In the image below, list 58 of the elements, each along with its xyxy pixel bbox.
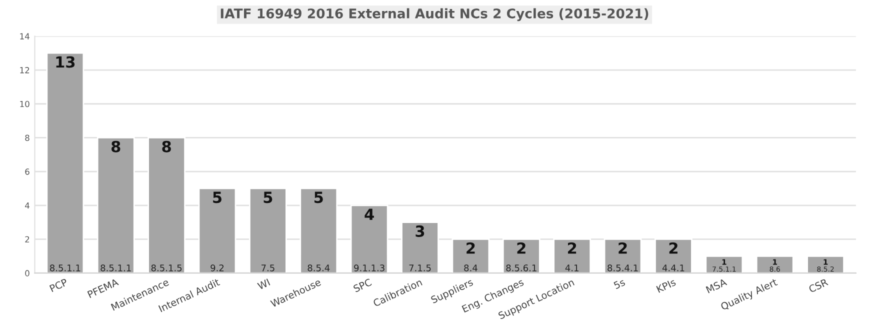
bar [350, 204, 388, 274]
bar [300, 188, 338, 274]
y-tick-label: 12 [20, 67, 30, 74]
annotation: 4.1 [565, 264, 578, 272]
data-label: 3 [416, 225, 424, 237]
annotation: 8.5.4 [308, 264, 330, 272]
bar [654, 238, 692, 274]
data-label: 8 [162, 140, 171, 152]
y-tick-label: 0 [25, 270, 30, 276]
data-label: 5 [213, 192, 222, 204]
annotation: 8.5.4.1 [608, 264, 638, 272]
bar [46, 52, 84, 274]
annotation: 8.5.1.5 [151, 264, 182, 272]
annotation: 7.5 [262, 264, 274, 272]
annotation: 8.5.1.1 [100, 264, 131, 272]
data-label: 2 [466, 242, 475, 254]
bar [806, 255, 844, 274]
x-tick-label: MSA [706, 278, 728, 294]
y-tick-label: 8 [25, 134, 30, 141]
y-tick-label: 2 [25, 236, 30, 242]
bar [502, 238, 540, 274]
data-label: 2 [517, 242, 526, 254]
y-tick-label: 4 [25, 202, 30, 209]
x-tick-label: PCP [49, 278, 68, 292]
bar [249, 188, 287, 274]
annotation: 8.4 [464, 264, 478, 272]
bar [452, 238, 490, 274]
annotation: 7.1.5 [409, 264, 431, 272]
chart-title: IATF 16949 2016 External Audit NCs 2 Cycles (2015-2021) [220, 8, 648, 22]
annotation: 8.5.6.1 [506, 264, 536, 272]
data-label: 2 [669, 242, 678, 254]
y-tick-label: 6 [25, 168, 30, 175]
data-label: 5 [264, 192, 272, 204]
data-label: 5 [314, 192, 323, 204]
bar [401, 222, 439, 274]
bar [96, 137, 135, 274]
annotation: 8.5.1.1 [50, 264, 80, 272]
data-label: 4 [364, 208, 374, 220]
data-label: 13 [56, 56, 75, 68]
bar [705, 255, 744, 274]
x-tick-label: CSR [808, 278, 828, 293]
x-tick-label: SPC [352, 278, 372, 292]
x-tick-label: 5s [613, 278, 626, 290]
annotation: 9.2 [210, 264, 224, 272]
bar [553, 238, 592, 274]
annotation: 9.1.1.3 [354, 264, 384, 272]
bar [148, 137, 186, 274]
data-label: 2 [618, 242, 627, 254]
bar [756, 255, 794, 274]
data-label: 8 [111, 140, 120, 152]
x-tick-label: KPIs [656, 278, 676, 293]
x-tick-label: WI [257, 278, 270, 290]
bar [198, 188, 236, 274]
bar [604, 238, 642, 274]
y-tick-label: 14 [20, 33, 30, 40]
y-tick-label: 10 [20, 100, 30, 108]
data-label: 2 [568, 242, 576, 254]
annotation: 4.4.1 [662, 264, 684, 272]
